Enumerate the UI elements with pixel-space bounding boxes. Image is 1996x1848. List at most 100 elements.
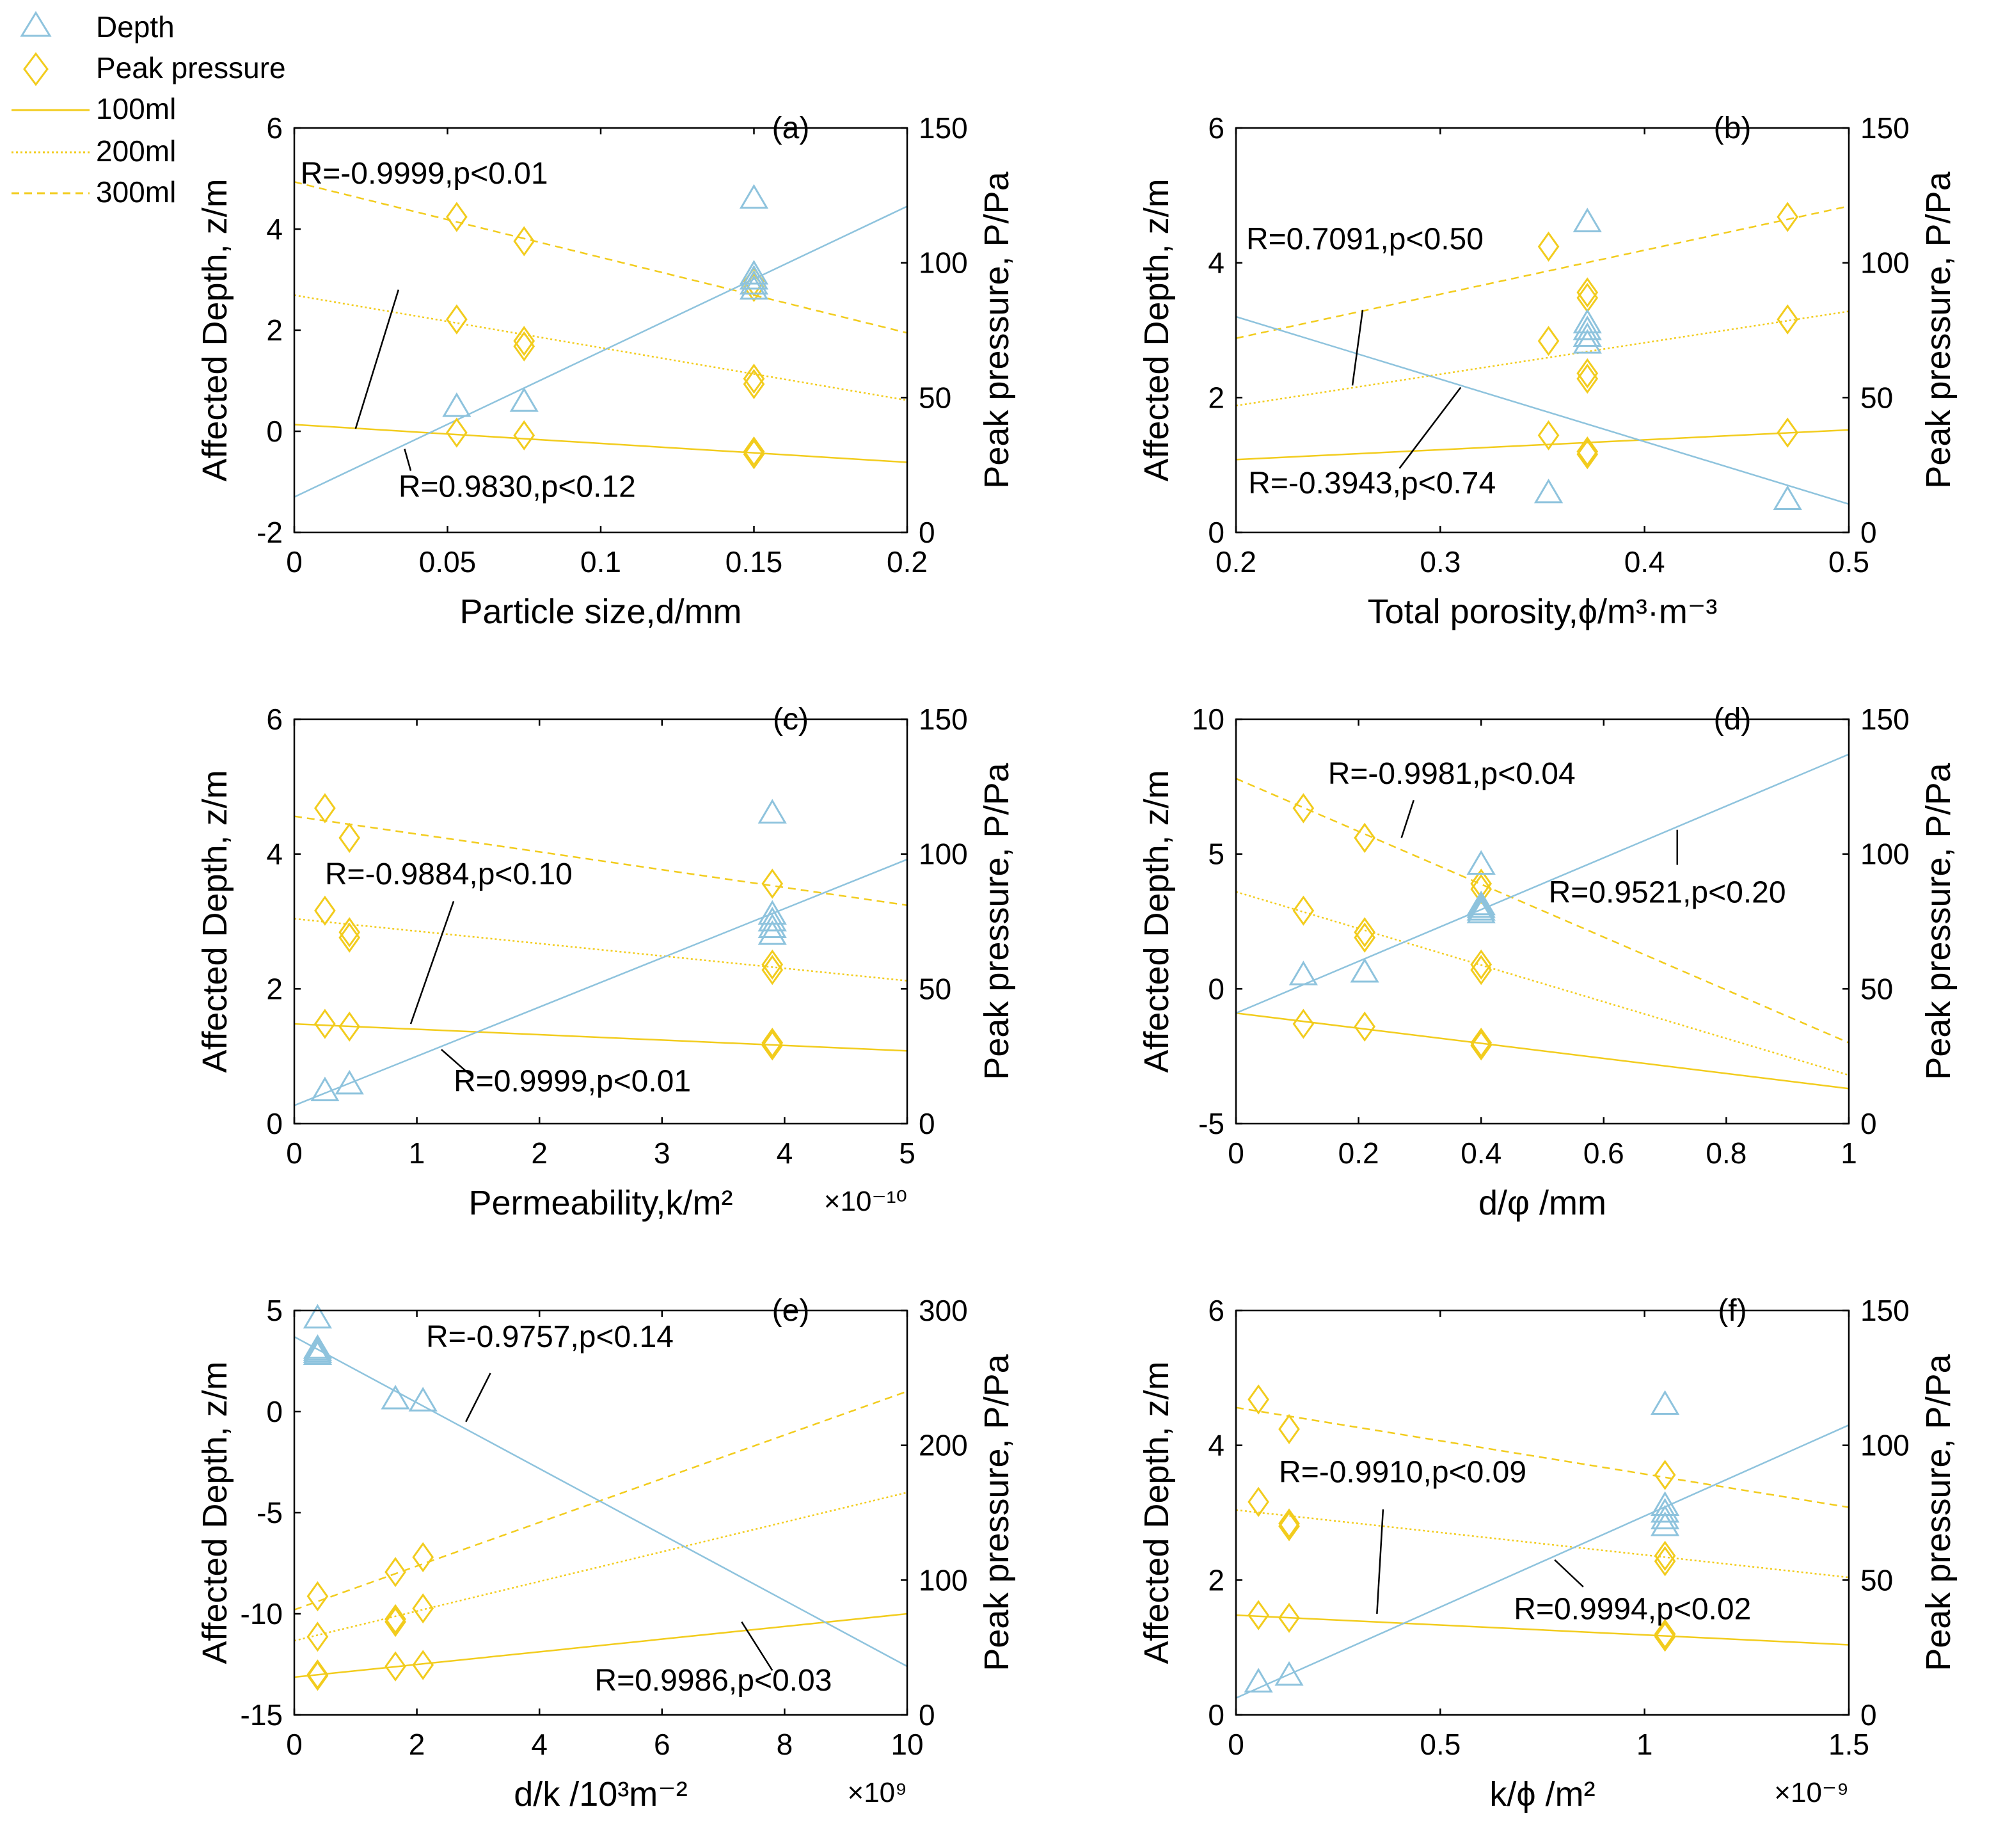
y-left-tick-label: 0 [1208,516,1224,549]
annotation-text: R=0.9999,p<0.01 [454,1064,691,1098]
y-right-tick-label: 100 [1860,838,1910,871]
annotation-leader [409,900,455,1024]
y-right-tick-label: 0 [1860,516,1877,549]
depth-point [1650,1498,1680,1523]
pressure-fit-300ml [1235,1406,1849,1508]
pressure-point-100ml [761,1030,784,1061]
depth-point [1572,207,1602,232]
legend-item-peak-pressure: Peak pressure [23,51,286,86]
y-left-tick-label: 5 [1208,838,1224,871]
pressure-point-200ml [446,304,468,335]
y-right-tick-label: 50 [1860,381,1893,414]
x-tick-label: 0.2 [1216,545,1256,578]
y-right-tick-label: 0 [919,516,935,549]
y-left-tick-label: 0 [1208,972,1224,1005]
depth-point [757,920,787,945]
depth-point [1244,1668,1273,1693]
pressure-point-100ml [306,1661,329,1691]
depth-point [757,913,787,939]
depth-point [408,1387,438,1412]
pressure-fit-300ml [294,1390,908,1611]
annotation-leader [1351,310,1364,386]
annotation-leader [1554,1559,1584,1588]
pressure-point-100ml [1278,1602,1300,1633]
y-left-tick-label: -5 [257,1496,283,1529]
annotation-text: R=-0.9999,p<0.01 [301,157,548,191]
pressure-point-300ml [1777,202,1799,232]
pressure-point-200ml [1777,304,1799,335]
y-left-tick-label: 6 [266,703,283,736]
y-right-tick-label: 0 [1860,1107,1877,1140]
pressure-point-300ml [1292,793,1315,824]
y-right-tick-label: 50 [1860,1563,1893,1597]
annotation-leader [1376,1509,1384,1614]
y-left-tick-label: 4 [266,212,283,246]
pressure-point-200ml [743,363,765,394]
pressure-point-300ml [1470,873,1493,905]
x-tick-label: 0 [286,1728,303,1761]
depth-point [1274,1661,1304,1686]
depth-point [1288,960,1319,985]
pressure-point-200ml [384,1604,406,1635]
y-right-tick-label: 100 [1860,246,1910,280]
legend-label-depth: Depth [96,10,175,44]
pressure-point-200ml [1248,1486,1269,1517]
depth-point [442,392,471,417]
pressure-point-100ml [384,1651,406,1682]
pressure-point-100ml [1576,436,1599,467]
pressure-point-200ml [513,331,535,362]
depth-point [1650,1390,1680,1415]
y-left-tick-label: 0 [266,1107,283,1140]
y-right-tick-label: 300 [919,1294,968,1327]
x-tick-label: 1.5 [1828,1728,1869,1761]
pressure-fit-300ml [294,181,908,334]
y-left-tick-label: 0 [266,1395,283,1428]
depth-point [1466,850,1496,875]
depth-point [1572,329,1602,354]
y-right-tick-label: 0 [919,1107,935,1140]
pressure-point-300ml [513,226,535,257]
pressure-point-300ml [1537,231,1560,262]
depth-point [310,1076,340,1101]
pressure-point-100ml [314,1008,336,1039]
legend-label-100ml: 100ml [96,92,176,125]
y-left-tick-label: 10 [1192,703,1224,736]
x-tick-label: 0.15 [725,545,783,578]
pressure-point-200ml [1654,1546,1676,1577]
axes-frame [1235,127,1850,534]
depth-point [303,1334,333,1359]
pressure-fit-300ml [1235,205,1849,339]
pressure-point-100ml [761,1028,784,1058]
pressure-fit-300ml [1235,777,1849,1044]
y-left-tick-label: 6 [266,111,283,145]
depth-point [1650,1511,1680,1536]
pressure-point-100ml [1248,1600,1269,1630]
pressure-point-200ml [1654,1540,1676,1571]
annotation-leader [741,1621,773,1671]
y-left-tick-label: -10 [241,1597,283,1630]
y-left-axis-label: Affected Depth, z/m [196,179,234,481]
pressure-point-200ml [338,922,361,953]
y-right-tick-label: 150 [1860,111,1910,145]
pressure-point-100ml [1576,439,1599,470]
panel-label: (c) [773,703,809,737]
x-tick-label: 0.2 [887,545,928,578]
depth-point [1572,322,1602,347]
y-left-tick-label: 0 [1208,1698,1224,1732]
y-right-axis-label: Peak pressure, P/Pa [1919,762,1958,1079]
pressure-fit-200ml [1235,891,1849,1076]
panel-c: 0 1 2 3 4 50246050100150Permeability,k/m²Affe… [196,703,1016,1222]
y-right-tick-label: 200 [919,1429,968,1462]
pressure-fit-300ml [294,815,908,906]
depth-point [303,1303,333,1329]
annotation-leader [1400,800,1415,838]
pressure-point-100ml [1470,1028,1493,1058]
x-exponent-label: ×10⁻¹⁰ [824,1186,907,1217]
pressure-fit-200ml [294,918,908,982]
depth-point [1466,898,1496,923]
pressure-fit-100ml [1235,1614,1849,1646]
y-right-tick-label: 100 [1860,1429,1910,1462]
